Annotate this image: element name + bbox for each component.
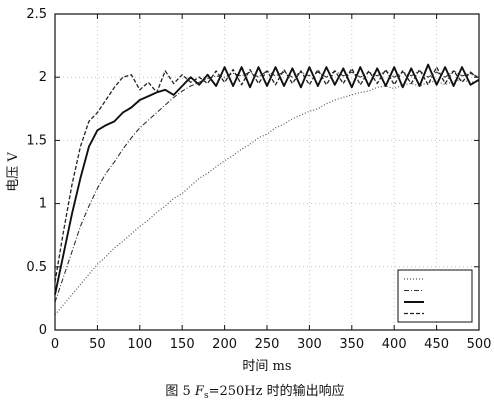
x-tick-label: 100 xyxy=(127,337,152,352)
series-layer xyxy=(54,63,480,316)
y-tick-label: 2.5 xyxy=(26,7,47,22)
x-tick-label: 500 xyxy=(467,337,492,352)
y-tick-label: 0 xyxy=(39,323,47,338)
y-axis-label: 电压 V xyxy=(6,152,21,192)
caption-f-subscript: s xyxy=(204,391,209,401)
series-line-4 xyxy=(54,66,480,283)
y-tick-label: 0.5 xyxy=(26,260,47,275)
x-axis-label: 时间 ms xyxy=(242,359,291,374)
legend xyxy=(397,269,473,323)
tick-marks xyxy=(54,13,480,331)
x-tick-label: 350 xyxy=(339,337,364,352)
x-tick-label: 50 xyxy=(89,337,106,352)
x-tick-label: 300 xyxy=(297,337,322,352)
series-line-3 xyxy=(54,63,480,295)
x-tick-label: 150 xyxy=(170,337,195,352)
y-tick-label: 2 xyxy=(39,70,47,85)
x-tick-label: 450 xyxy=(424,337,449,352)
x-tick-label: 200 xyxy=(212,337,237,352)
x-tick-label: 0 xyxy=(51,337,59,352)
caption-suffix: =250Hz 时的输出响应 xyxy=(209,383,345,399)
figure-caption: 图 5 Fs=250Hz 时的输出响应 xyxy=(165,383,344,401)
x-tick-label: 250 xyxy=(255,337,280,352)
caption-f-symbol: F xyxy=(194,384,205,399)
y-tick-label: 1.5 xyxy=(26,133,47,148)
tick-labels: 0 50 100 150 200 250 300 350 400 450 500 0 0.5 1 1.5 2 2… xyxy=(26,7,491,352)
y-tick-label: 1 xyxy=(39,197,47,212)
caption-prefix: 图 5 xyxy=(165,384,195,399)
legend-box xyxy=(397,269,473,323)
series-line-2 xyxy=(54,70,480,303)
x-tick-label: 400 xyxy=(382,337,407,352)
